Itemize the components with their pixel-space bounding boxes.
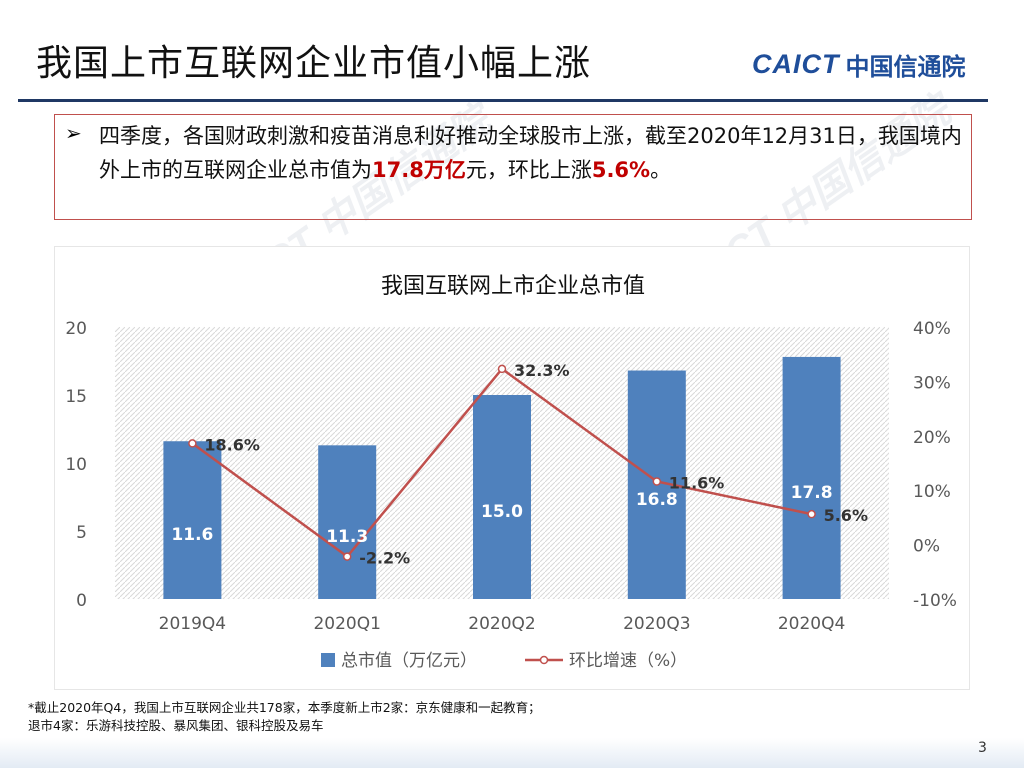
line-data-label: 11.6% <box>669 473 725 492</box>
y-left-tick-label: 10 <box>65 455 87 475</box>
summary-text-part: 四季度，各国财政刺激和疫苗消息利好推动全球股市上涨，截至2020年12月31日，… <box>99 124 962 182</box>
logo-latin: CAICT <box>752 48 840 79</box>
line-data-label: 5.6% <box>824 506 868 525</box>
summary-text-part: 。 <box>650 158 672 182</box>
caict-logo: CAICT 中国信通院 <box>752 44 966 84</box>
x-tick-label: 2020Q4 <box>778 614 845 634</box>
chart-panel: 我国互联网上市企业总市值 11.6 11.3 15.0 16.8 17.8 18.6% -2… <box>54 246 970 690</box>
y-right-tick-label: 40% <box>913 319 951 339</box>
bar-data-label: 11.6 <box>171 525 213 545</box>
x-tick-label: 2020Q2 <box>468 614 535 634</box>
y-right-tick-label: 10% <box>913 482 951 502</box>
slide-title: 我国上市互联网企业市值小幅上涨 <box>36 43 592 84</box>
footnote: *截止2020年Q4，我国上市互联网企业共178家，本季度新上市2家：京东健康和… <box>28 699 541 735</box>
summary-highlight-value: 17.8万亿 <box>372 158 466 182</box>
summary-text: 四季度，各国财政刺激和疫苗消息利好推动全球股市上涨，截至2020年12月31日，… <box>99 119 965 187</box>
footnote-line: 退市4家：乐游科技控股、暴风集团、银科控股及易车 <box>28 718 324 733</box>
arrow-bullet-icon: ➢ <box>65 121 82 145</box>
bar <box>782 356 841 599</box>
y-right-tick-label: 20% <box>913 428 951 448</box>
summary-highlight-growth: 5.6% <box>591 158 651 182</box>
bar-data-label: 17.8 <box>791 483 833 503</box>
footnote-line: *截止2020年Q4，我国上市互联网企业共178家，本季度新上市2家：京东健康和… <box>28 700 541 715</box>
bar-data-label: 15.0 <box>481 502 523 522</box>
y-left-tick-label: 20 <box>65 319 87 339</box>
y-right-tick-label: -10% <box>913 591 957 611</box>
legend-label-bar: 总市值（万亿元） <box>341 651 477 671</box>
y-right-tick-label: 0% <box>913 537 940 557</box>
y-left-tick-label: 0 <box>76 591 87 611</box>
legend-swatch-bar <box>321 653 335 667</box>
bar-data-label: 11.3 <box>326 527 368 547</box>
bar <box>163 441 222 599</box>
x-tick-label: 2020Q1 <box>313 614 380 634</box>
line-data-label: -2.2% <box>359 549 410 568</box>
line-data-label: 18.6% <box>204 435 260 454</box>
title-rule <box>18 99 988 102</box>
line-point <box>342 552 352 561</box>
summary-text-part: 元，环比上涨 <box>465 158 592 182</box>
line-point <box>807 509 816 519</box>
x-tick-label: 2020Q3 <box>623 614 690 634</box>
legend-marker-line <box>539 655 549 665</box>
x-tick-label: 2019Q4 <box>159 614 226 634</box>
summary-callout: ➢ 四季度，各国财政刺激和疫苗消息利好推动全球股市上涨，截至2020年12月31… <box>54 114 972 220</box>
line-data-label: 32.3% <box>514 361 570 380</box>
line-point <box>188 439 197 448</box>
bar-data-label: 16.8 <box>636 490 678 510</box>
y-left-tick-label: 5 <box>76 523 87 543</box>
footer-band <box>0 738 1024 768</box>
logo-chinese: 中国信通院 <box>845 52 966 81</box>
line-point <box>497 364 507 374</box>
page-number: 3 <box>978 740 987 756</box>
market-cap-chart: 我国互联网上市企业总市值 11.6 11.3 15.0 16.8 17.8 18.6% -2… <box>65 274 957 671</box>
line-point <box>652 477 662 486</box>
legend-label-line: 环比增速（%） <box>569 651 687 671</box>
y-left-tick-label: 15 <box>65 387 87 407</box>
bar <box>318 445 377 599</box>
y-right-tick-label: 30% <box>913 373 951 393</box>
bar <box>473 395 531 599</box>
chart-title: 我国互联网上市企业总市值 <box>381 274 645 299</box>
